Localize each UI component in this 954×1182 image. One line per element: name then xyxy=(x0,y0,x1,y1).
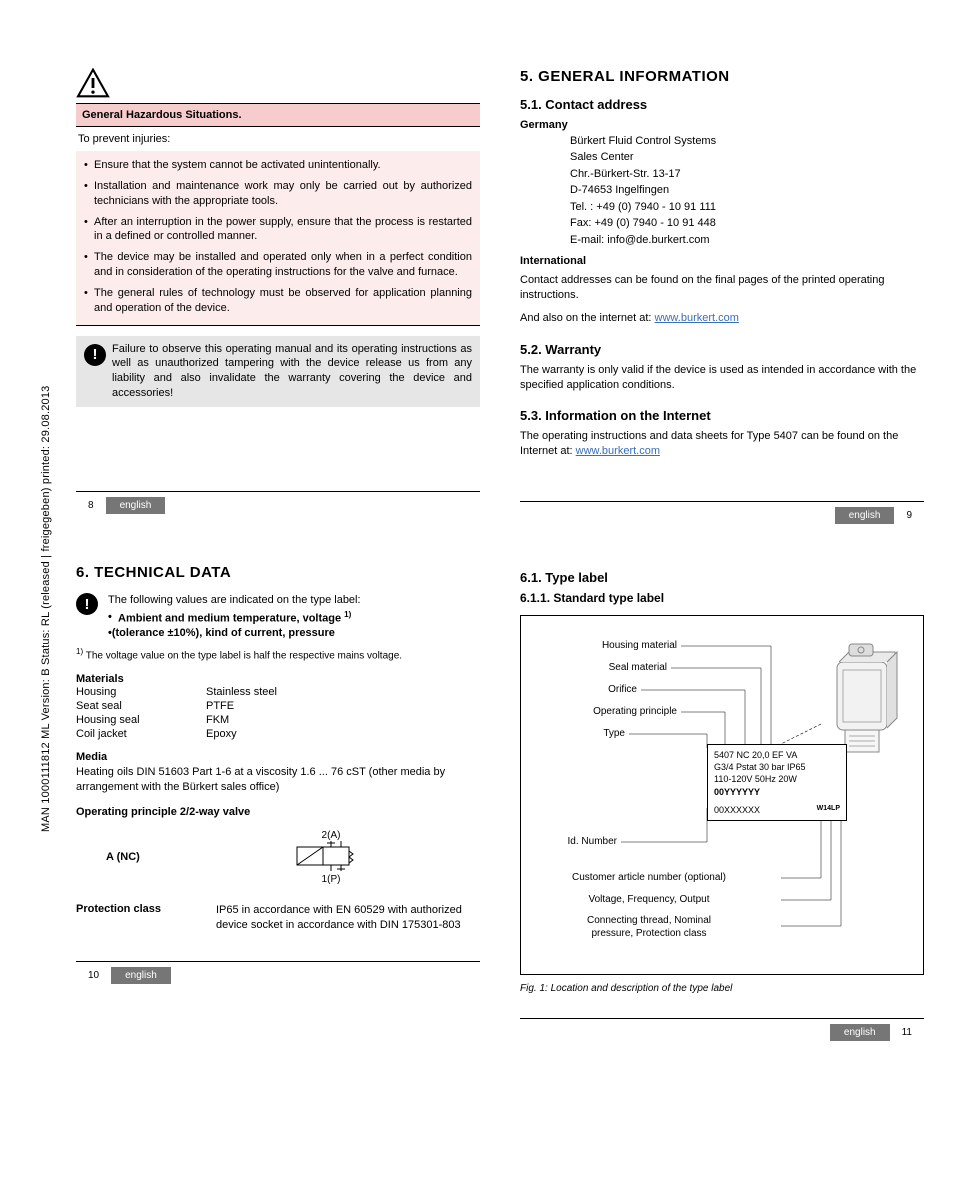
page-grid: General Hazardous Situations. To prevent… xyxy=(76,68,924,1041)
page-number: 9 xyxy=(906,510,912,521)
mat-value: Stainless steel xyxy=(206,686,480,698)
mat-value: FKM xyxy=(206,714,480,726)
page-footer: 8 english xyxy=(76,491,480,514)
materials-heading: Materials xyxy=(76,672,480,687)
address-line: Fax: +49 (0) 7940 - 10 91 448 xyxy=(570,215,924,232)
callout-customer-article: Customer article number (optional) xyxy=(521,872,777,883)
protection-value: IP65 in accordance with EN 60529 with au… xyxy=(216,903,480,933)
also-text: And also on the internet at: xyxy=(520,312,655,324)
safety-item: Ensure that the system cannot be activat… xyxy=(84,155,472,176)
protection-class-row: Protection class IP65 in accordance with… xyxy=(76,903,480,933)
typelabel-line: 5407 NC 20,0 EF VA xyxy=(714,749,840,761)
page-11: 6.1. Type label 6.1.1. Standard type lab… xyxy=(520,564,924,1041)
protection-label: Protection class xyxy=(76,903,216,933)
callout-seal-material: Seal material xyxy=(521,662,667,673)
typelabel-line: 00YYYYYY xyxy=(714,786,840,798)
page-footer: 10 english xyxy=(76,961,480,984)
typelabel-line: 110-120V 50Hz 20W xyxy=(714,773,840,785)
address-line: Bürkert Fluid Control Systems xyxy=(570,133,924,150)
address-line: Chr.-Bürkert-Str. 13-17 xyxy=(570,166,924,183)
page-footer: english 11 xyxy=(520,1018,924,1041)
figure-1-caption: Fig. 1: Location and description of the … xyxy=(520,983,924,994)
operating-principle-heading: Operating principle 2/2-way valve xyxy=(76,805,480,820)
burkert-link[interactable]: www.burkert.com xyxy=(655,312,739,324)
mat-value: PTFE xyxy=(206,700,480,712)
address-line: E-mail: info@de.burkert.com xyxy=(570,232,924,249)
exclamation-icon: ! xyxy=(76,593,98,615)
page-number: 11 xyxy=(902,1027,912,1038)
burkert-link[interactable]: www.burkert.com xyxy=(576,445,660,457)
language-tag: english xyxy=(111,967,171,984)
voltage-footnote: 1) The voltage value on the type label i… xyxy=(76,647,480,661)
exclamation-icon: ! xyxy=(84,344,106,366)
address-block: Bürkert Fluid Control Systems Sales Cent… xyxy=(570,133,924,249)
note-line-2: Ambient and medium temperature, voltage … xyxy=(108,610,361,627)
language-tag: english xyxy=(830,1024,890,1041)
callout-voltage: Voltage, Frequency, Output xyxy=(521,894,777,905)
page-8: General Hazardous Situations. To prevent… xyxy=(76,68,480,524)
figure-1: Housing material Seal material Orifice O… xyxy=(520,615,924,975)
callout-housing-material: Housing material xyxy=(521,640,677,651)
type-label-note: ! The following values are indicated on … xyxy=(76,593,480,641)
safety-item: The device may be installed and operated… xyxy=(84,247,472,283)
callout-type: Type xyxy=(521,728,625,739)
media-text: Heating oils DIN 51603 Part 1-6 at a vis… xyxy=(76,765,480,795)
section-6-1-1-heading: 6.1.1. Standard type label xyxy=(520,591,924,605)
anc-label: A (NC) xyxy=(106,851,226,863)
callout-id-number: Id. Number xyxy=(521,836,617,847)
safety-list: Ensure that the system cannot be activat… xyxy=(76,151,480,326)
section-5-1-heading: 5.1. Contact address xyxy=(520,97,924,112)
callout-connecting-thread: Connecting thread, Nominalpressure, Prot… xyxy=(521,914,777,940)
mat-label: Housing seal xyxy=(76,714,206,726)
valve-symbol-row: A (NC) 2(A) 1(P) xyxy=(76,830,480,885)
hazard-header: General Hazardous Situations. xyxy=(76,103,480,127)
port-label-top: 2(A) xyxy=(286,830,376,841)
typelabel-line: G3/4 Pstat 30 bar IP65 xyxy=(714,761,840,773)
section-5-3-heading: 5.3. Information on the Internet xyxy=(520,408,924,423)
address-line: Sales Center xyxy=(570,149,924,166)
typelabel-code: W14LP xyxy=(817,804,840,816)
mat-label: Housing xyxy=(76,686,206,698)
media-heading: Media xyxy=(76,750,480,765)
port-label-bottom: 1(P) xyxy=(286,874,376,885)
internet-info-text: The operating instructions and data shee… xyxy=(520,429,924,459)
international-label: International xyxy=(520,254,924,269)
safety-item: The general rules of technology must be … xyxy=(84,283,472,319)
section-5-heading: 5. GENERAL INFORMATION xyxy=(520,68,924,85)
typelabel-line: 00XXXXXX xyxy=(714,804,760,816)
sidebar-metadata: MAN 1000111812 ML Version: B Status: RL … xyxy=(40,386,52,832)
callout-orifice: Orifice xyxy=(521,684,637,695)
warning-triangle-icon xyxy=(76,68,110,98)
page-footer: english 9 xyxy=(520,501,924,524)
prevent-line: To prevent injuries: xyxy=(78,133,478,145)
page-10: 6. TECHNICAL DATA ! The following values… xyxy=(76,564,480,1041)
materials-table: HousingStainless steel Seat sealPTFE Hou… xyxy=(76,686,480,740)
callout-operating-principle: Operating principle xyxy=(521,706,677,717)
note-line-1: The following values are indicated on th… xyxy=(108,593,361,608)
page-number: 10 xyxy=(88,970,99,981)
page-9: 5. GENERAL INFORMATION 5.1. Contact addr… xyxy=(520,68,924,524)
mat-label: Seat seal xyxy=(76,700,206,712)
germany-label: Germany xyxy=(520,118,924,133)
mat-value: Epoxy xyxy=(206,728,480,740)
warranty-text: The warranty is only valid if the device… xyxy=(520,363,924,393)
note-line-3: •(tolerance ±10%), kind of current, pres… xyxy=(108,626,361,641)
liability-note: ! Failure to observe this operating manu… xyxy=(76,336,480,407)
also-internet: And also on the internet at: www.burkert… xyxy=(520,311,924,326)
language-tag: english xyxy=(106,497,166,514)
address-line: D-74653 Ingelfingen xyxy=(570,182,924,199)
section-5-2-heading: 5.2. Warranty xyxy=(520,342,924,357)
address-line: Tel. : +49 (0) 7940 - 10 91 111 xyxy=(570,199,924,216)
mat-label: Coil jacket xyxy=(76,728,206,740)
language-tag: english xyxy=(835,507,895,524)
type-label-box: 5407 NC 20,0 EF VA G3/4 Pstat 30 bar IP6… xyxy=(707,744,847,821)
page-number: 8 xyxy=(88,500,94,511)
safety-item: Installation and maintenance work may on… xyxy=(84,176,472,212)
international-text: Contact addresses can be found on the fi… xyxy=(520,273,924,303)
section-6-1-heading: 6.1. Type label xyxy=(520,570,924,585)
safety-item: After an interruption in the power suppl… xyxy=(84,212,472,248)
liability-text: Failure to observe this operating manual… xyxy=(112,342,472,401)
section-6-heading: 6. TECHNICAL DATA xyxy=(76,564,480,581)
valve-symbol: 2(A) 1(P) xyxy=(286,830,376,885)
